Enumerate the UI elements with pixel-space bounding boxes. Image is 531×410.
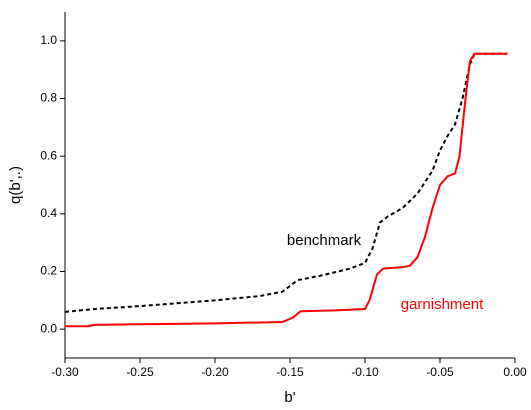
y-tick-label: 0.6 [40, 148, 57, 162]
x-tick-label: -0.25 [126, 365, 154, 379]
x-axis-label: b' [284, 389, 295, 406]
series-label: garnishment [401, 296, 484, 313]
x-tick-label: -0.30 [51, 365, 79, 379]
y-tick-label: 0.0 [40, 321, 57, 335]
y-tick-label: 1.0 [40, 33, 57, 47]
x-tick-label: -0.10 [351, 365, 379, 379]
y-tick-label: 0.2 [40, 264, 57, 278]
x-tick-label: 0.00 [503, 365, 527, 379]
y-tick-label: 0.8 [40, 91, 57, 105]
y-axis-label: q(b',.) [7, 166, 24, 204]
x-tick-label: -0.15 [276, 365, 304, 379]
x-tick-label: -0.20 [201, 365, 229, 379]
series-label: benchmark [287, 232, 362, 249]
y-tick-label: 0.4 [40, 206, 57, 220]
x-tick-label: -0.05 [426, 365, 454, 379]
series-line [65, 52, 508, 328]
